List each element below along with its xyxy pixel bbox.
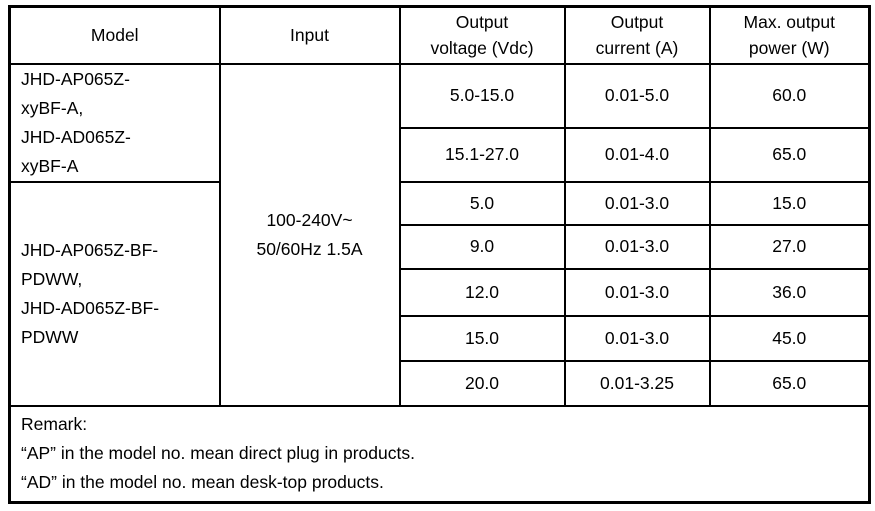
power-cell: 60.0 (708, 62, 871, 130)
power-cell: 45.0 (708, 314, 871, 362)
table-row: JHD-AP065Z- xyBF-A, JHD-AD065Z- xyBF-A 1… (8, 62, 871, 407)
table-row: JHD-AP065Z-BF- PDWW, JHD-AD065Z-BF- PDWW… (8, 180, 871, 407)
power-cell: 27.0 (708, 223, 871, 270)
voltage-cell: 9.0 (398, 223, 566, 270)
voltage-cell: 15.0 (398, 314, 566, 362)
current-cell: 0.01-3.0 (563, 223, 711, 270)
col-header-max-output-power: Max. output power (W) (708, 5, 871, 65)
table-row: 9.0 0.01-3.0 27.0 (10, 223, 871, 270)
current-cell: 0.01-3.0 (563, 180, 711, 226)
current-cell: 0.01-5.0 (563, 62, 711, 130)
voltage-cell: 5.0-15.0 (398, 62, 566, 130)
model-cell-group1: JHD-AP065Z- xyBF-A, JHD-AD065Z- xyBF-A (8, 62, 221, 183)
col-header-output-voltage: Output voltage (Vdc) (398, 5, 566, 65)
current-cell: 0.01-3.0 (563, 314, 711, 362)
power-cell: 36.0 (708, 267, 871, 317)
power-cell: 15.0 (708, 180, 871, 226)
header-row: Model Input Output voltage (Vdc) Output … (8, 5, 871, 65)
col-header-input: Input (218, 5, 401, 65)
current-cell: 0.01-3.25 (563, 359, 711, 407)
table-row: 15.1-27.0 0.01-4.0 65.0 (10, 127, 871, 183)
voltage-cell: 15.1-27.0 (398, 127, 566, 183)
voltage-cell: 20.0 (398, 359, 566, 407)
current-cell: 0.01-3.0 (563, 267, 711, 317)
model-cell-group2: JHD-AP065Z-BF- PDWW, JHD-AD065Z-BF- PDWW (8, 180, 221, 407)
table-row: 15.0 0.01-3.0 45.0 (10, 314, 871, 362)
voltage-cell: 12.0 (398, 267, 566, 317)
table-row: 20.0 0.01-3.25 65.0 (10, 359, 871, 407)
power-spec-table: Model Input Output voltage (Vdc) Output … (8, 5, 871, 504)
col-header-model: Model (8, 5, 221, 65)
power-cell: 65.0 (708, 359, 871, 407)
remark-cell: Remark: “AP” in the model no. mean direc… (8, 404, 871, 503)
voltage-cell: 5.0 (398, 180, 566, 226)
power-cell: 65.0 (708, 127, 871, 183)
input-cell: 100-240V~ 50/60Hz 1.5A (218, 62, 401, 407)
remark-row: Remark: “AP” in the model no. mean direc… (8, 404, 871, 503)
table-row: 12.0 0.01-3.0 36.0 (10, 267, 871, 317)
col-header-output-current: Output current (A) (563, 5, 711, 65)
current-cell: 0.01-4.0 (563, 127, 711, 183)
